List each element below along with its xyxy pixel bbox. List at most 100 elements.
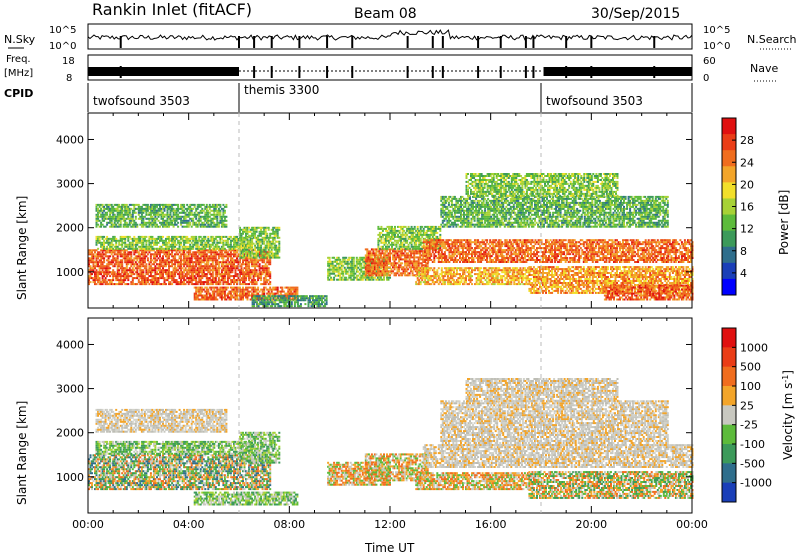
power-cell xyxy=(158,281,160,283)
power-cell xyxy=(145,283,147,285)
power-cell xyxy=(93,253,95,255)
power-cell xyxy=(103,261,105,263)
power-cell xyxy=(231,257,233,259)
power-cell xyxy=(200,257,202,259)
power-cell xyxy=(121,259,123,261)
power-cell xyxy=(168,251,170,253)
power-cell xyxy=(91,251,93,253)
noise-left-tick-bottom: 10^0 xyxy=(49,41,76,52)
power-cell xyxy=(173,277,175,279)
power-cell xyxy=(250,275,252,277)
power-cell xyxy=(168,269,170,271)
power-cell xyxy=(194,275,196,277)
power-cell xyxy=(212,271,214,273)
power-cell xyxy=(176,251,178,253)
power-cell xyxy=(118,271,120,273)
power-cell xyxy=(133,265,135,267)
power-cell xyxy=(233,263,235,265)
power-cell xyxy=(195,265,197,267)
power-cell xyxy=(215,255,217,257)
power-cell xyxy=(121,283,123,285)
power-cell xyxy=(263,259,265,261)
power-cell xyxy=(185,279,187,281)
power-cell xyxy=(228,273,230,275)
power-cell xyxy=(93,257,95,259)
power-cell xyxy=(195,253,197,255)
power-cell xyxy=(238,277,240,279)
power-cell xyxy=(126,267,128,269)
power-cell xyxy=(145,265,147,267)
power-cell xyxy=(210,253,212,255)
power-cell xyxy=(200,263,202,265)
power-cell xyxy=(162,273,164,275)
power-cell xyxy=(215,279,217,281)
power-cell xyxy=(109,255,111,257)
power-cell xyxy=(91,273,93,275)
power-cell xyxy=(227,279,229,281)
power-cell xyxy=(265,277,267,279)
power-cell xyxy=(142,269,144,271)
power-cell xyxy=(176,279,178,281)
power-cell xyxy=(188,255,190,257)
power-cell xyxy=(218,269,220,271)
power-cell xyxy=(197,283,199,285)
power-cell xyxy=(139,255,141,257)
power-cell xyxy=(97,257,99,259)
power-cell xyxy=(180,261,182,263)
freq-right-label: Nave xyxy=(750,62,778,75)
power-cell xyxy=(174,255,176,257)
power-cell xyxy=(191,259,193,261)
power-cell xyxy=(145,267,147,269)
power-cell xyxy=(124,251,126,253)
power-cell xyxy=(191,257,193,259)
power-cell xyxy=(227,265,229,267)
power-cell xyxy=(168,255,170,257)
power-cell xyxy=(132,267,134,269)
power-cell xyxy=(130,257,132,259)
station-title: Rankin Inlet (fitACF) xyxy=(92,0,252,19)
power-cell xyxy=(127,255,129,257)
power-cell xyxy=(156,255,158,257)
power-cell xyxy=(250,277,252,279)
power-cell xyxy=(168,263,170,265)
power-cell xyxy=(194,267,196,269)
power-cell xyxy=(159,253,161,255)
freq-block xyxy=(88,67,239,76)
power-cell xyxy=(102,255,104,257)
power-cell xyxy=(263,261,265,263)
power-cell xyxy=(245,277,247,279)
power-cell xyxy=(224,275,226,277)
power-cell xyxy=(235,269,237,271)
power-cell xyxy=(132,261,134,263)
power-cell xyxy=(248,267,250,269)
power-cell xyxy=(130,253,132,255)
power-cell xyxy=(215,277,217,279)
beam-title: Beam 08 xyxy=(354,6,417,22)
power-cell xyxy=(195,277,197,279)
power-cell xyxy=(183,251,185,253)
power-cell xyxy=(180,279,182,281)
power-cell xyxy=(230,283,232,285)
radar-figure: Rankin Inlet (fitACF) Beam 08 30/Sep/201… xyxy=(0,0,800,554)
power-cell xyxy=(236,281,238,283)
power-cells xyxy=(88,173,694,307)
power-cell xyxy=(206,273,208,275)
power-cell xyxy=(162,257,164,259)
power-cell xyxy=(266,265,268,267)
power-cell xyxy=(180,255,182,257)
freq-right-tick-top: 60 xyxy=(703,56,716,67)
power-cell xyxy=(132,271,134,273)
power-cell xyxy=(212,273,214,275)
power-cell xyxy=(192,273,194,275)
power-cell xyxy=(221,271,223,273)
power-cell xyxy=(132,281,134,283)
power-cell xyxy=(108,269,110,271)
power-cell xyxy=(99,251,101,253)
power-cell xyxy=(103,257,105,259)
power-cell xyxy=(117,259,119,261)
power-cell xyxy=(120,277,122,279)
power-cell xyxy=(96,283,98,285)
power-cell xyxy=(182,267,184,269)
power-cell xyxy=(224,277,226,279)
power-cell xyxy=(142,271,144,273)
